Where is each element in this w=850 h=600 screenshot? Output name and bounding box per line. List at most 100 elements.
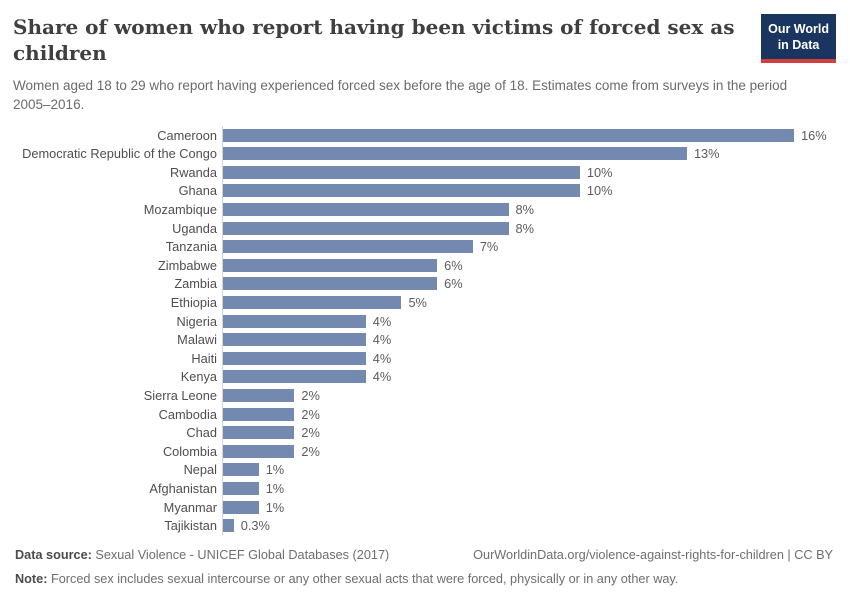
- bar-row: Zambia 6%: [0, 274, 850, 294]
- bar-row-plot: 0.3%: [222, 516, 850, 535]
- bar-value-label: 10%: [586, 164, 613, 180]
- bar-row-plot: 7%: [222, 237, 850, 257]
- bar-row-plot: 16%: [222, 125, 850, 145]
- bar[interactable]: [223, 426, 295, 440]
- bar-value-label: 4%: [372, 332, 392, 348]
- note-text: Forced sex includes sexual intercourse o…: [47, 571, 679, 586]
- bar-row-label: Tajikistan: [164, 518, 217, 534]
- bar[interactable]: [223, 389, 295, 403]
- bar[interactable]: [223, 444, 295, 458]
- owid-logo-line2: in Data: [777, 38, 820, 53]
- bar-value-label: 2%: [301, 406, 320, 422]
- bar[interactable]: [223, 203, 509, 217]
- bar-row: Tajikistan 0.3%: [0, 516, 850, 535]
- bar-value-label: 6%: [444, 276, 463, 292]
- bar-row: Uganda 8%: [0, 218, 850, 238]
- bar-row-label: Colombia: [162, 443, 217, 459]
- bar-row-label: Kenya: [180, 369, 217, 385]
- bar[interactable]: [223, 277, 438, 291]
- bar-row-plot: 8%: [222, 200, 850, 219]
- bar-row: Cambodia 2%: [0, 404, 850, 424]
- bar-row-label: Cambodia: [158, 406, 217, 422]
- bar-row-label: Ethiopia: [170, 295, 217, 311]
- bar-row-plot: 13%: [222, 144, 850, 164]
- bar-value-label: 7%: [479, 239, 499, 255]
- bar-value-label: 4%: [372, 369, 392, 385]
- chart-title: Share of women who report having been vi…: [13, 15, 735, 66]
- bar-value-label: 16%: [801, 127, 827, 143]
- bar-row: Sierra Leone 2%: [0, 386, 850, 405]
- bar-row-label: Mozambique: [143, 202, 217, 218]
- bar-row-label: Chad: [186, 425, 217, 441]
- chart-footer: Data source: Sexual Violence - UNICEF Gl…: [15, 547, 833, 589]
- bar-row-label: Tanzania: [165, 239, 217, 255]
- bar-row-label: Zimbabwe: [157, 257, 217, 273]
- bar-row: Rwanda 10%: [0, 163, 850, 182]
- bar-value-label: 8%: [515, 202, 535, 218]
- footer-link[interactable]: OurWorldinData.org/violence-against-righ…: [473, 547, 833, 562]
- bar-row: Cameroon 16%: [0, 125, 850, 145]
- bar-row-label: Nepal: [183, 462, 217, 478]
- bar[interactable]: [223, 351, 366, 365]
- bar[interactable]: [223, 296, 402, 310]
- note-label: Note:: [15, 571, 48, 586]
- bar-row: Democratic Republic of the Congo 13%: [0, 144, 850, 164]
- bar-value-label: 1%: [265, 480, 285, 496]
- bar-row: Kenya 4%: [0, 367, 850, 387]
- bar-row-plot: 1%: [222, 479, 850, 498]
- bar[interactable]: [223, 128, 794, 142]
- bar-value-label: 4%: [372, 313, 392, 329]
- bar-row: Ghana 10%: [0, 181, 850, 201]
- bar[interactable]: [223, 481, 259, 495]
- bar[interactable]: [223, 407, 295, 421]
- bar[interactable]: [223, 463, 259, 477]
- bar-value-label: 6%: [444, 257, 463, 273]
- bar[interactable]: [223, 258, 438, 272]
- bar-value-label: 1%: [265, 462, 285, 478]
- bar-row: Nepal 1%: [0, 460, 850, 480]
- bar[interactable]: [223, 165, 580, 179]
- chart-subtitle: Women aged 18 to 29 who report having ex…: [13, 77, 788, 113]
- bar-row-label: Afghanistan: [149, 480, 217, 496]
- bar-row-plot: 1%: [222, 497, 850, 517]
- bar-value-label: 2%: [301, 388, 320, 404]
- bar-row-plot: 2%: [222, 386, 850, 405]
- bar[interactable]: [223, 221, 509, 235]
- bar-row: Chad 2%: [0, 423, 850, 442]
- bar[interactable]: [223, 500, 259, 514]
- bar-row: Haiti 4%: [0, 349, 850, 368]
- bar-row: Zimbabwe 6%: [0, 256, 850, 275]
- datasource-text: Sexual Violence - UNICEF Global Database…: [91, 547, 390, 562]
- bar-row-label: Cameroon: [157, 127, 217, 143]
- bar-row-label: Rwanda: [170, 164, 217, 180]
- bar-row: Afghanistan 1%: [0, 479, 850, 498]
- bar-row-plot: 10%: [222, 163, 850, 182]
- bar[interactable]: [223, 370, 366, 384]
- bar[interactable]: [223, 147, 687, 161]
- bar-value-label: 10%: [586, 183, 613, 199]
- bar-row-plot: 8%: [222, 218, 850, 238]
- bar-row-plot: 5%: [222, 293, 850, 312]
- bar-row-label: Democratic Republic of the Congo: [22, 146, 217, 162]
- bar-row-plot: 10%: [222, 181, 850, 201]
- bar-row: Nigeria 4%: [0, 311, 850, 331]
- bar-row-plot: 4%: [222, 367, 850, 387]
- bar[interactable]: [223, 184, 580, 198]
- bar-value-label: 4%: [372, 350, 392, 366]
- bar-value-label: 8%: [515, 220, 535, 236]
- bar-row: Colombia 2%: [0, 442, 850, 461]
- bar[interactable]: [223, 314, 366, 328]
- bar-value-label: 2%: [301, 443, 320, 459]
- bar[interactable]: [223, 240, 473, 254]
- bar-row-label: Ghana: [178, 183, 217, 199]
- bar-row: Mozambique 8%: [0, 200, 850, 219]
- bar-row-plot: 2%: [222, 423, 850, 442]
- bar-value-label: 5%: [408, 295, 427, 311]
- bar-row-plot: 6%: [222, 256, 850, 275]
- bar[interactable]: [223, 333, 366, 347]
- bar-value-label: 13%: [693, 146, 720, 162]
- owid-logo[interactable]: Our World in Data: [761, 14, 836, 63]
- bar[interactable]: [223, 519, 234, 533]
- bar-row-label: Nigeria: [176, 313, 217, 329]
